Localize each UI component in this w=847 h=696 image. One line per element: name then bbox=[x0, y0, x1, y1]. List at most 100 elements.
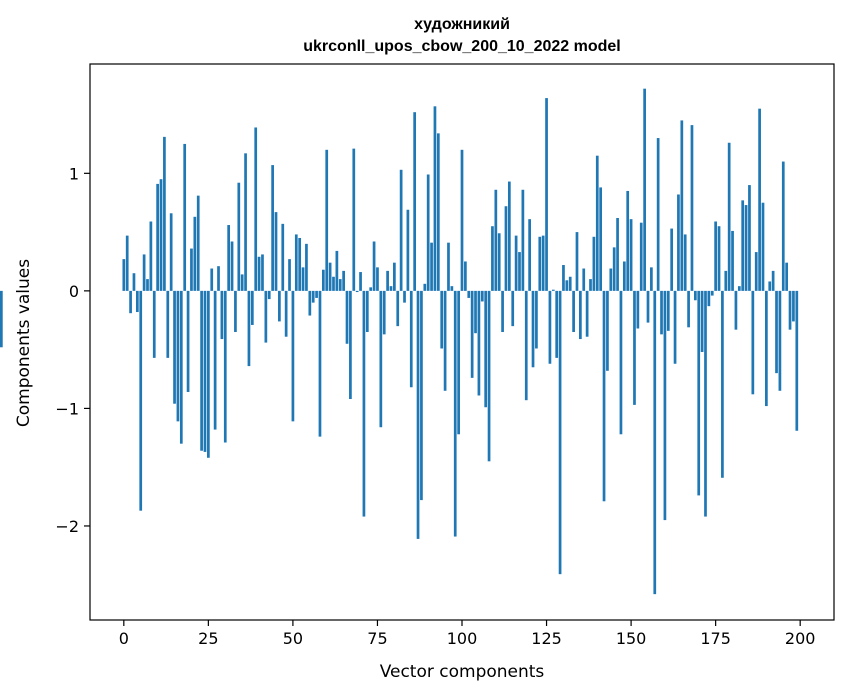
bar bbox=[254, 127, 258, 291]
bar bbox=[125, 235, 129, 291]
x-tick-label: 150 bbox=[616, 629, 647, 648]
bar bbox=[122, 259, 126, 291]
bar bbox=[741, 200, 745, 291]
bar bbox=[636, 290, 640, 329]
bar bbox=[139, 290, 143, 511]
bar bbox=[700, 290, 704, 352]
bar bbox=[399, 169, 403, 291]
bar bbox=[562, 265, 565, 291]
bar bbox=[771, 270, 775, 291]
bar bbox=[629, 219, 633, 291]
x-axis-ticks: 0 25 50 75 100 125 150 175 200 bbox=[119, 620, 815, 648]
bar bbox=[305, 243, 308, 291]
bar bbox=[568, 276, 572, 291]
bar bbox=[237, 182, 241, 291]
bar bbox=[230, 241, 234, 291]
bar bbox=[315, 290, 318, 298]
bar bbox=[135, 290, 139, 313]
bar bbox=[487, 290, 491, 462]
bar bbox=[758, 108, 761, 291]
bar bbox=[589, 279, 592, 291]
y-axis-ticks: −2 −1 0 1 bbox=[55, 164, 90, 536]
bar bbox=[190, 248, 193, 291]
bar bbox=[365, 290, 369, 333]
bar bbox=[511, 290, 515, 327]
bar bbox=[717, 226, 721, 291]
bar bbox=[294, 234, 298, 291]
bar bbox=[220, 290, 224, 340]
bar bbox=[423, 283, 427, 291]
bar bbox=[663, 290, 667, 521]
bar bbox=[785, 262, 789, 291]
bar bbox=[207, 290, 210, 458]
bar bbox=[332, 276, 335, 291]
bar bbox=[761, 202, 765, 291]
bar bbox=[169, 213, 173, 291]
bar bbox=[497, 233, 501, 291]
bar bbox=[183, 143, 187, 291]
bar bbox=[737, 286, 741, 291]
bar bbox=[470, 290, 474, 378]
bar bbox=[765, 290, 768, 407]
bar bbox=[484, 290, 488, 408]
bar bbox=[179, 290, 183, 444]
bar bbox=[734, 290, 738, 330]
bar bbox=[545, 98, 548, 291]
bar bbox=[301, 267, 305, 291]
bar bbox=[274, 212, 278, 291]
x-tick-label: 175 bbox=[700, 629, 731, 648]
bar bbox=[592, 236, 596, 291]
bar bbox=[660, 290, 663, 335]
bar bbox=[474, 290, 477, 334]
chart-title: художникий bbox=[414, 16, 510, 33]
bar bbox=[345, 290, 349, 344]
bar bbox=[386, 270, 389, 291]
bar bbox=[284, 290, 288, 337]
bar bbox=[443, 290, 447, 391]
x-tick-label: 50 bbox=[283, 629, 303, 648]
bar bbox=[626, 190, 630, 291]
x-tick-label: 100 bbox=[447, 629, 478, 648]
bar bbox=[355, 290, 359, 293]
bar bbox=[440, 290, 444, 349]
y-axis-label: Components values bbox=[14, 259, 34, 427]
bar bbox=[447, 242, 450, 291]
bar bbox=[531, 290, 535, 368]
bar bbox=[186, 290, 190, 392]
bar bbox=[572, 290, 575, 333]
bar bbox=[420, 290, 423, 501]
bar bbox=[585, 290, 589, 337]
bar bbox=[616, 217, 619, 291]
bar bbox=[450, 286, 454, 291]
bar bbox=[507, 181, 511, 291]
bar bbox=[311, 290, 315, 303]
bar bbox=[321, 269, 325, 291]
bar bbox=[491, 226, 494, 291]
bar bbox=[156, 183, 159, 291]
bar bbox=[413, 112, 417, 291]
bar bbox=[788, 290, 792, 330]
bar bbox=[602, 290, 606, 502]
bar bbox=[257, 256, 261, 291]
bar bbox=[781, 161, 785, 291]
bar bbox=[582, 268, 586, 291]
bar bbox=[555, 290, 559, 358]
bar bbox=[426, 174, 430, 291]
bar bbox=[291, 290, 295, 422]
bar bbox=[196, 195, 200, 291]
bar bbox=[656, 138, 660, 291]
bar bbox=[372, 241, 376, 291]
bar bbox=[173, 290, 176, 404]
bar bbox=[599, 187, 603, 291]
bar bbox=[247, 290, 251, 367]
bar bbox=[362, 290, 366, 517]
bar bbox=[707, 290, 711, 307]
bar bbox=[673, 290, 677, 364]
bar bbox=[416, 290, 420, 539]
bar bbox=[403, 290, 406, 303]
bar bbox=[433, 106, 437, 291]
bar bbox=[166, 290, 170, 358]
bar bbox=[670, 228, 674, 291]
x-tick-label: 75 bbox=[367, 629, 387, 648]
bar bbox=[142, 254, 146, 291]
